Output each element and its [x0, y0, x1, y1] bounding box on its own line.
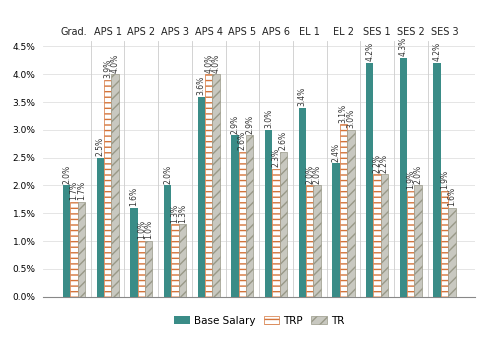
Text: 2.9%: 2.9% — [230, 115, 240, 134]
Text: EL 2: EL 2 — [333, 27, 354, 37]
Bar — [104, 80, 111, 297]
Text: 2.2%: 2.2% — [372, 154, 382, 173]
Text: 2.6%: 2.6% — [238, 131, 247, 150]
Text: SES 2: SES 2 — [397, 27, 425, 37]
Text: 4.2%: 4.2% — [432, 42, 442, 61]
Bar — [299, 108, 306, 297]
Text: APS 2: APS 2 — [127, 27, 156, 37]
Bar — [441, 191, 448, 297]
Text: APS 5: APS 5 — [228, 27, 256, 37]
Bar — [145, 241, 153, 297]
Text: SES 3: SES 3 — [431, 27, 458, 37]
Text: 2.5%: 2.5% — [96, 137, 105, 156]
Text: 4.0%: 4.0% — [212, 53, 221, 73]
Bar — [332, 163, 340, 297]
Text: 2.9%: 2.9% — [245, 115, 254, 134]
Bar — [313, 186, 321, 297]
Bar — [164, 186, 171, 297]
Bar — [198, 97, 205, 297]
Text: 1.3%: 1.3% — [170, 204, 180, 223]
Text: APS 4: APS 4 — [195, 27, 223, 37]
Text: 2.2%: 2.2% — [380, 154, 389, 173]
Bar — [381, 174, 388, 297]
Text: 4.0%: 4.0% — [204, 53, 213, 73]
Text: 4.3%: 4.3% — [399, 37, 408, 56]
Bar — [205, 74, 212, 297]
Bar — [179, 224, 186, 297]
Text: EL 1: EL 1 — [300, 27, 320, 37]
Text: 1.3%: 1.3% — [178, 204, 187, 223]
Text: 2.0%: 2.0% — [305, 165, 314, 184]
Bar — [448, 208, 456, 297]
Bar — [433, 63, 441, 297]
Text: 1.6%: 1.6% — [447, 187, 456, 206]
Bar — [414, 186, 422, 297]
Bar — [111, 74, 119, 297]
Text: 1.0%: 1.0% — [144, 220, 153, 239]
Text: 3.1%: 3.1% — [339, 104, 348, 123]
Text: 3.9%: 3.9% — [103, 59, 112, 78]
Text: 2.6%: 2.6% — [279, 131, 288, 150]
Text: Grad.: Grad. — [60, 27, 87, 37]
Bar — [373, 174, 381, 297]
Bar — [366, 63, 373, 297]
Text: 2.4%: 2.4% — [332, 143, 340, 162]
Text: SES 1: SES 1 — [363, 27, 391, 37]
Bar — [231, 135, 239, 297]
Text: 1.0%: 1.0% — [137, 220, 146, 239]
Bar — [280, 152, 287, 297]
Bar — [78, 202, 85, 297]
Text: 3.0%: 3.0% — [264, 109, 273, 128]
Bar — [340, 124, 347, 297]
Text: 2.3%: 2.3% — [272, 148, 280, 167]
Text: 1.9%: 1.9% — [440, 170, 449, 189]
Bar — [130, 208, 138, 297]
Bar — [138, 241, 145, 297]
Text: 2.0%: 2.0% — [312, 165, 322, 184]
Text: 1.6%: 1.6% — [130, 187, 138, 206]
Bar — [265, 130, 272, 297]
Bar — [272, 169, 280, 297]
Bar — [96, 158, 104, 297]
Bar — [70, 202, 78, 297]
Text: 2.0%: 2.0% — [163, 165, 172, 184]
Bar — [400, 58, 407, 297]
Text: 1.9%: 1.9% — [406, 170, 415, 189]
Text: APS 1: APS 1 — [94, 27, 121, 37]
Text: 4.2%: 4.2% — [365, 42, 374, 61]
Bar — [407, 191, 414, 297]
Text: 2.0%: 2.0% — [414, 165, 423, 184]
Bar — [63, 186, 70, 297]
Bar — [306, 186, 313, 297]
Text: 4.0%: 4.0% — [110, 53, 120, 73]
Text: 3.0%: 3.0% — [346, 109, 355, 128]
Text: APS 3: APS 3 — [161, 27, 189, 37]
Text: 2.0%: 2.0% — [62, 165, 71, 184]
Bar — [239, 152, 246, 297]
Bar — [212, 74, 220, 297]
Text: 3.4%: 3.4% — [298, 87, 307, 106]
Text: APS 6: APS 6 — [262, 27, 290, 37]
Text: 1.7%: 1.7% — [77, 181, 86, 201]
Text: 3.6%: 3.6% — [197, 76, 206, 95]
Bar — [171, 224, 179, 297]
Bar — [347, 130, 355, 297]
Legend: Base Salary, TRP, TR: Base Salary, TRP, TR — [170, 311, 348, 330]
Bar — [246, 135, 253, 297]
Text: 1.7%: 1.7% — [70, 181, 78, 201]
